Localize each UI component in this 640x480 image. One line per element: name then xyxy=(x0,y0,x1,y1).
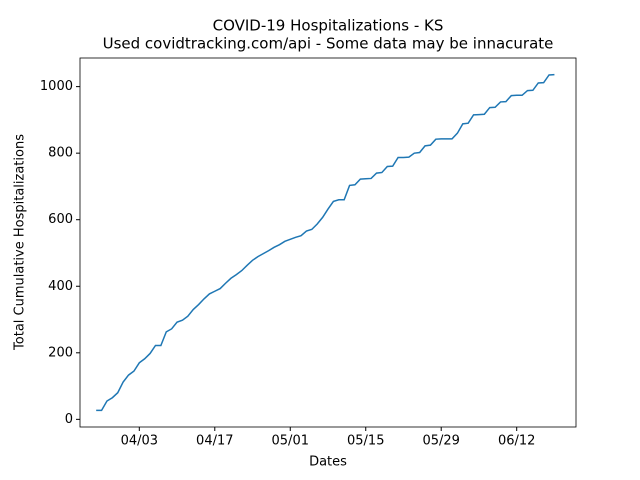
y-tick-label: 400 xyxy=(48,279,73,294)
data-line xyxy=(96,73,555,412)
y-tick-label: 600 xyxy=(48,212,73,227)
x-tick-label: 05/29 xyxy=(422,434,459,449)
y-tick-label: 200 xyxy=(48,345,73,360)
y-tick-label: 1000 xyxy=(40,79,73,94)
y-axis-label: Total Cumulative Hospitalizations xyxy=(13,134,28,351)
chart-subtitle: Used covidtracking.com/api - Some data m… xyxy=(103,35,554,53)
x-tick-label: 04/03 xyxy=(121,434,158,449)
plot-frame xyxy=(79,57,577,428)
x-tick-label: 04/17 xyxy=(196,434,233,449)
x-axis-label: Dates xyxy=(309,455,347,470)
y-tick-label: 800 xyxy=(48,146,73,161)
x-tick-label: 05/15 xyxy=(347,434,384,449)
chart-title: COVID-19 Hospitalizations - KS xyxy=(213,17,444,35)
x-tick-label: 05/01 xyxy=(272,434,309,449)
x-tick-label: 06/12 xyxy=(498,434,535,449)
y-tick-label: 0 xyxy=(65,412,73,427)
